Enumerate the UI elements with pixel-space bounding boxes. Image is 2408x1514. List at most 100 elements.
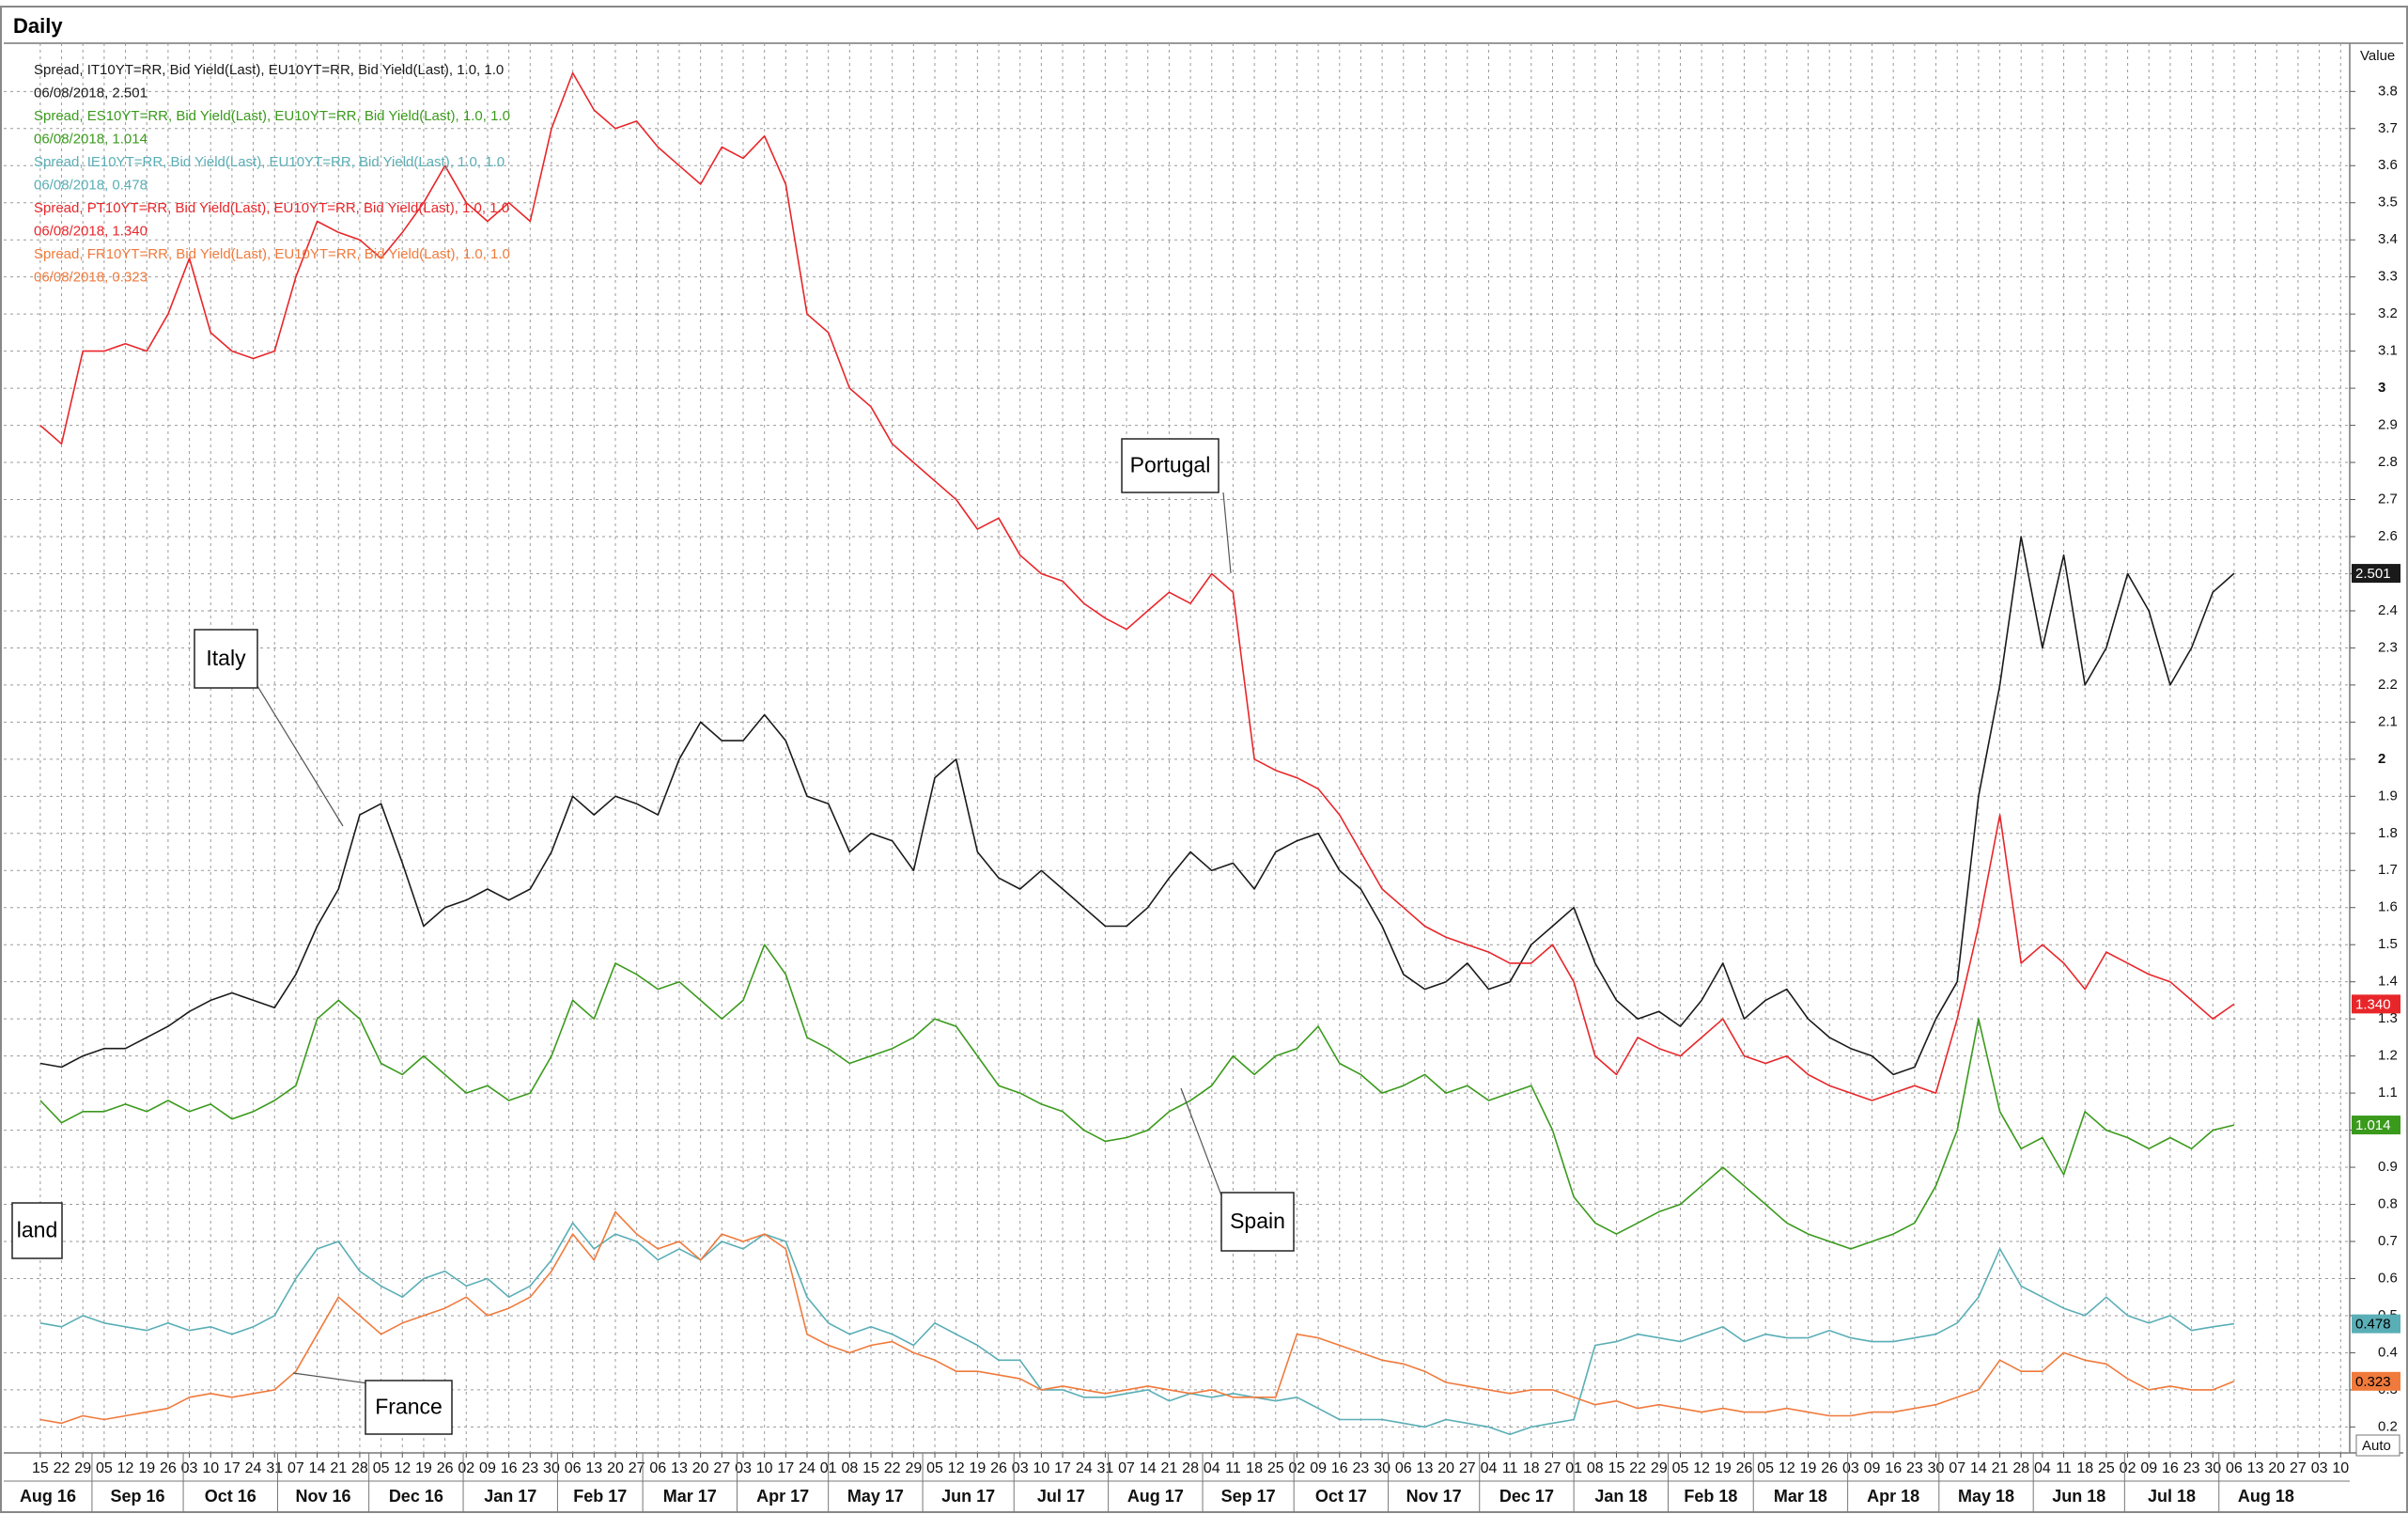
last-value-tag [2352,1116,2400,1135]
x-tick-label: 05 [1672,1460,1689,1476]
x-tick-label: 29 [905,1460,922,1476]
y-tick-label: 2.1 [2378,713,2398,729]
y-tick-label: 2.8 [2378,454,2398,470]
month-label: May 18 [1958,1487,2014,1506]
x-tick-label: 18 [1523,1460,1540,1476]
last-value-tag [2352,1314,2400,1334]
month-label: Mar 17 [663,1487,717,1506]
x-tick-label: 08 [841,1460,858,1476]
series-lines [39,71,2235,1436]
x-tick-label: 12 [394,1460,411,1476]
y-tick-label: 1.9 [2378,788,2398,804]
legend-value: 06/08/2018, 0.478 [34,177,148,193]
y-tick-label: 2.4 [2378,602,2398,618]
x-tick-label: 20 [692,1460,709,1476]
x-tick-label: 15 [1608,1460,1625,1476]
x-tick-label: 16 [2162,1460,2179,1476]
y-tick-label: 2.7 [2378,491,2398,507]
y-tick-label: 3 [2378,380,2385,396]
month-label: Jul 18 [2148,1487,2196,1506]
x-tick-label: 26 [160,1460,177,1476]
x-tick-label: 28 [2012,1460,2029,1476]
x-tick-label: 22 [1629,1460,1646,1476]
x-tick-label: 21 [1992,1460,2009,1476]
x-tick-label: 23 [2183,1460,2200,1476]
callout-pointer [292,1372,369,1384]
x-tick-label: 25 [1267,1460,1284,1476]
y-tick-label: 0.2 [2378,1418,2398,1434]
month-label: Feb 18 [1684,1487,1737,1506]
last-value-label: 0.478 [2355,1317,2391,1333]
callouts: Portugal Italy Spain land France [11,438,1295,1435]
callout-pointer [1222,492,1232,574]
y-tick-label: 1.5 [2378,936,2398,952]
y-tick-label: 2.6 [2378,528,2398,544]
x-tick-label: 11 [1502,1460,1518,1476]
x-tick-label: 27 [713,1460,730,1476]
y-tick-label: 3.6 [2378,157,2398,173]
legend-entry: Spread, IE10YT=RR, Bid Yield(Last), EU10… [34,154,505,170]
legend-value: 06/08/2018, 0.323 [34,269,148,285]
legend: Spread, IT10YT=RR, Bid Yield(Last), EU10… [34,62,510,286]
x-tick-label: 12 [1779,1460,1795,1476]
x-tick-label: 20 [607,1460,624,1476]
last-value-tag [2352,564,2400,584]
legend-entry: Spread, IT10YT=RR, Bid Yield(Last), EU10… [34,62,504,78]
x-tick-label: 21 [330,1460,347,1476]
x-tick-label: 11 [2056,1460,2072,1476]
month-label: May 17 [847,1487,904,1506]
x-tick-label: 17 [777,1460,794,1476]
y-tick-label: 3.5 [2378,195,2398,211]
x-tick-label: 03 [181,1460,198,1476]
callout-label: Spain [1230,1209,1285,1233]
x-tick-label: 12 [948,1460,965,1476]
x-tick-label: 09 [2140,1460,2157,1476]
y-tick-label: 3.7 [2378,120,2398,136]
month-label: Nov 16 [296,1487,351,1506]
y-tick-label: 3.3 [2378,269,2398,285]
y-tick-label: 0.7 [2378,1233,2398,1249]
y-tick-label: 3.8 [2378,83,2398,99]
x-tick-label: 02 [1289,1460,1306,1476]
x-tick-label: 02 [2120,1460,2136,1476]
x-tick-label: 31 [1096,1460,1113,1476]
month-label: Dec 17 [1499,1487,1554,1506]
x-tick-label: 27 [1545,1460,1561,1476]
x-tick-label: 30 [543,1460,560,1476]
x-tick-label: 18 [1246,1460,1263,1476]
legend-value: 06/08/2018, 2.501 [34,85,148,101]
x-tick-label: 24 [1076,1460,1093,1476]
x-tick-label: 19 [1800,1460,1817,1476]
x-tick-label: 14 [1140,1460,1157,1476]
x-tick-label: 24 [245,1460,262,1476]
callout-box [194,629,258,689]
x-tick-label: 20 [2268,1460,2285,1476]
month-label: Aug 17 [1127,1487,1184,1506]
y-tick-label: 0.4 [2378,1344,2398,1360]
series-line [39,71,2235,1101]
grid [4,43,2350,1453]
x-tick-label: 03 [735,1460,752,1476]
last-value-label: 1.014 [2355,1117,2391,1133]
month-label: Feb 17 [573,1487,627,1506]
x-tick-label: 30 [1928,1460,1945,1476]
last-value-tag [2352,1371,2400,1391]
x-tick-label: 19 [1715,1460,1732,1476]
x-tick-label: 14 [309,1460,326,1476]
month-label: Sep 16 [110,1487,164,1506]
y-tick-label: 2.9 [2378,417,2398,433]
series-line [39,1210,2235,1425]
month-label: Sep 17 [1221,1487,1276,1506]
x-tick-label: 27 [2290,1460,2307,1476]
last-value-label: 1.340 [2355,996,2391,1012]
y-axis-label: Value [2360,48,2395,64]
x-tick-label: 15 [862,1460,879,1476]
x-tick-label: 12 [1693,1460,1710,1476]
month-label: Jun 17 [941,1487,995,1506]
y-tick-label: 1.7 [2378,862,2398,878]
callout-box [365,1380,453,1435]
x-tick-label: 16 [501,1460,518,1476]
callout-label: France [375,1395,443,1419]
y-tick-label: 0.9 [2378,1159,2398,1175]
